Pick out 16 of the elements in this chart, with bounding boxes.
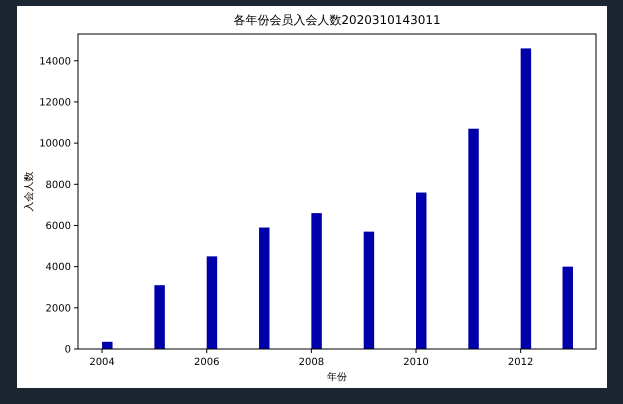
y-tick-label: 0 [64, 344, 71, 356]
chart-title: 各年份会员入会人数2020310143011 [233, 13, 441, 27]
x-tick-label: 2008 [298, 357, 324, 368]
y-tick-label: 10000 [39, 138, 71, 150]
x-tick-label: 2004 [89, 357, 115, 368]
y-tick-label: 6000 [46, 220, 71, 232]
x-tick-label: 2010 [403, 357, 429, 368]
y-tick-label: 12000 [39, 97, 71, 108]
x-tick-label: 2012 [508, 357, 534, 368]
y-tick-label: 2000 [46, 303, 71, 314]
x-axis-title: 年份 [327, 371, 347, 383]
y-axis-title: 入会人数 [23, 172, 35, 212]
y-tick-label: 4000 [46, 262, 71, 274]
x-tick-label: 2006 [194, 357, 220, 368]
y-tick-label: 14000 [39, 56, 71, 68]
y-tick-label: 8000 [46, 180, 71, 191]
